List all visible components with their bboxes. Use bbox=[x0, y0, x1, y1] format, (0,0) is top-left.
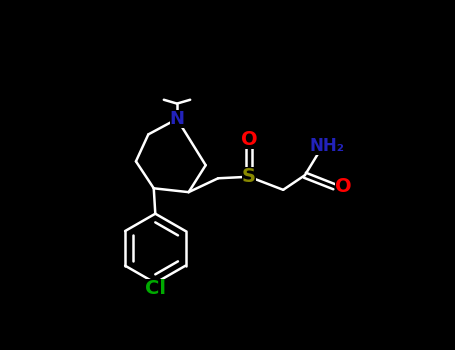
Text: O: O bbox=[241, 130, 258, 149]
Text: O: O bbox=[335, 177, 352, 196]
Text: S: S bbox=[242, 167, 256, 186]
Text: NH₂: NH₂ bbox=[309, 137, 344, 155]
Text: Cl: Cl bbox=[145, 279, 166, 298]
Text: N: N bbox=[170, 110, 184, 128]
